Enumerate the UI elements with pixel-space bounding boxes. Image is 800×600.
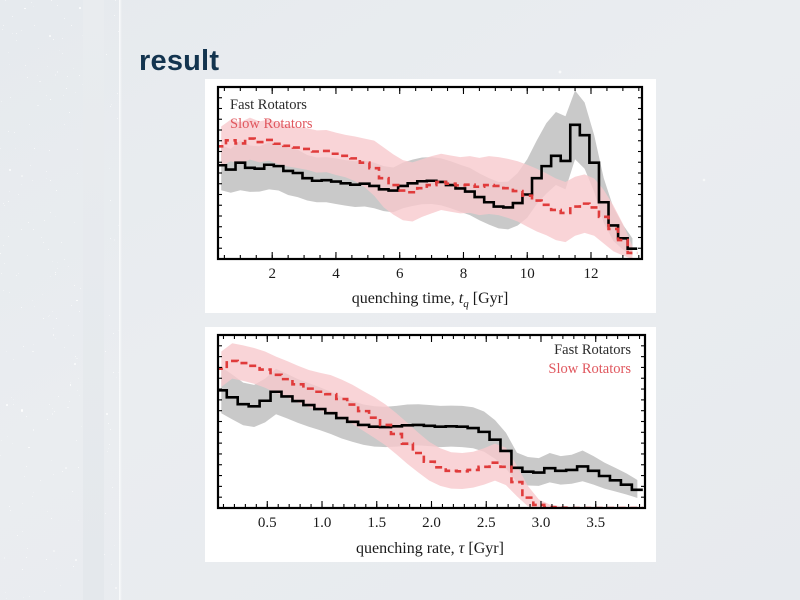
- quenching-rate-chart: 0.5 1.0 1.5 2.0 2.5 3.0 3.5 quenching rate, τ …: [216, 333, 647, 557]
- top-x-tick-labels: 2 4 6 8 10 12: [268, 266, 598, 282]
- x-tick-label: 1.0: [313, 515, 332, 531]
- bottom-x-axis-label: quenching rate, τ [Gyr]: [356, 540, 504, 557]
- top-legend-slow-rotators: Slow Rotators: [230, 116, 313, 132]
- bottom-axis-ticks: [218, 335, 645, 508]
- slow-rotators-band: [221, 117, 633, 259]
- top-axis-ticks: [218, 87, 642, 259]
- slow-rotators-line: [218, 137, 638, 255]
- x-tick-label: 10: [520, 266, 535, 282]
- bottom-legend-slow-rotators: Slow Rotators: [548, 361, 631, 377]
- fast-rotators-line: [218, 123, 638, 250]
- top-x-axis-label: quenching time, tq [Gyr]: [352, 290, 509, 310]
- fast-rotators-line: [218, 389, 643, 492]
- x-tick-label: 0.5: [258, 515, 277, 531]
- top-plot-area: [218, 90, 638, 259]
- x-tick-label: 2.5: [477, 515, 496, 531]
- x-tick-label: 2: [268, 266, 276, 282]
- slow-rotators-band: [221, 343, 638, 508]
- quenching-rate-figure-panel: 0.5 1.0 1.5 2.0 2.5 3.0 3.5 quenching rate, τ …: [205, 327, 656, 562]
- x-tick-label: 8: [460, 266, 468, 282]
- slow-rotators-line: [218, 359, 643, 508]
- bottom-x-tick-labels: 0.5 1.0 1.5 2.0 2.5 3.0 3.5: [258, 515, 605, 531]
- quenching-time-figure-panel: 2 4 6 8 10 12 quenching time, tq [Gyr] Fast R…: [205, 79, 656, 313]
- x-tick-label: 4: [332, 266, 340, 282]
- x-tick-label: 12: [583, 266, 598, 282]
- top-legend-fast-rotators: Fast Rotators: [230, 97, 307, 113]
- left-accent-starfield-band: [104, 0, 119, 600]
- quenching-time-chart: 2 4 6 8 10 12 quenching time, tq [Gyr] Fast R…: [216, 85, 644, 310]
- band-edge-highlight: [119, 0, 122, 600]
- x-tick-label: 2.0: [422, 515, 441, 531]
- x-tick-label: 3.0: [532, 515, 551, 531]
- left-starfield-band: [0, 0, 83, 600]
- x-tick-label: 3.5: [586, 515, 605, 531]
- bottom-plot-area: [218, 343, 643, 508]
- bottom-legend-fast-rotators: Fast Rotators: [554, 342, 631, 358]
- left-light-stripe: [83, 0, 104, 600]
- page-title: result: [139, 45, 220, 77]
- x-tick-label: 1.5: [367, 515, 386, 531]
- x-tick-label: 6: [396, 266, 404, 282]
- starfield-dots: [0, 0, 83, 600]
- starfield-dots-accent: [104, 0, 119, 600]
